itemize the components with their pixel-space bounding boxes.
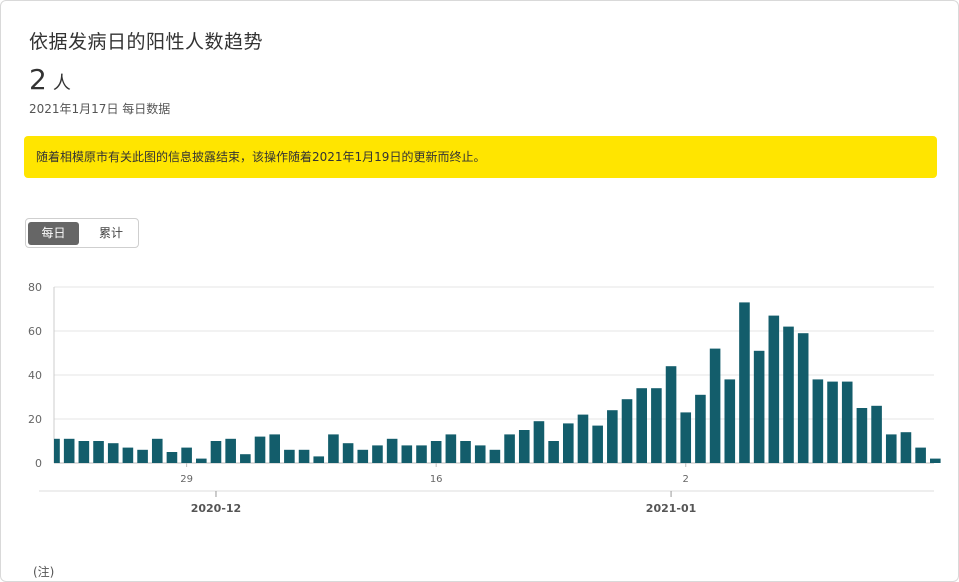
bar — [827, 381, 838, 463]
bar — [856, 408, 868, 463]
bar — [240, 454, 251, 463]
bar — [504, 434, 515, 463]
bar — [871, 405, 882, 463]
bar — [137, 449, 148, 463]
bar — [695, 394, 706, 463]
summary-number: 2 — [29, 63, 47, 96]
bar — [753, 350, 765, 463]
bar — [372, 445, 383, 463]
bar — [54, 438, 60, 463]
bar — [328, 434, 339, 463]
bar — [122, 447, 134, 463]
y-tick-label: 0 — [35, 457, 42, 470]
bar — [107, 443, 119, 463]
bar — [313, 456, 325, 463]
bar-chart: 0 20 40 60 80 29 16 2 2020-12 2021-01 — [28, 281, 941, 515]
bar — [592, 425, 603, 463]
daily-cumulative-toggle: 每日 累计 — [25, 218, 139, 248]
x-month-tick-label: 2020-12 — [191, 502, 242, 515]
x-day-tick-label: 2 — [683, 474, 689, 485]
bar — [445, 434, 457, 463]
y-tick-label: 20 — [28, 413, 42, 426]
summary-unit: 人 — [52, 73, 71, 94]
bar — [78, 441, 90, 463]
y-tick-label: 40 — [28, 369, 42, 382]
bar — [518, 430, 530, 463]
bar — [915, 447, 926, 463]
bar — [724, 379, 736, 463]
bar — [900, 432, 912, 463]
bar — [416, 445, 427, 463]
bar — [709, 348, 721, 463]
y-tick-label: 80 — [28, 281, 42, 294]
bar — [548, 441, 559, 463]
summary-date: 2021年1月17日 每日数据 — [29, 102, 171, 116]
bar — [812, 379, 824, 463]
bar — [621, 399, 633, 463]
bar — [166, 452, 178, 463]
cumulative-button[interactable]: 累计 — [98, 226, 123, 240]
bar — [93, 441, 104, 463]
bar — [607, 410, 618, 463]
y-tick-label: 60 — [28, 325, 42, 338]
x-day-tick-label: 29 — [180, 474, 193, 485]
bar — [930, 458, 941, 463]
bar — [63, 438, 75, 463]
bar — [269, 434, 280, 463]
card-title: 依据发病日的阳性人数趋势 — [29, 31, 264, 53]
bar — [181, 447, 192, 463]
bar — [768, 315, 780, 463]
bar — [401, 445, 413, 463]
daily-button[interactable]: 每日 — [28, 222, 79, 245]
bar — [563, 423, 574, 463]
bar — [386, 438, 398, 463]
bar — [474, 445, 486, 463]
bar — [739, 302, 750, 463]
bar — [210, 441, 222, 463]
bar — [460, 441, 471, 463]
bar — [783, 326, 794, 463]
bar — [489, 449, 501, 463]
bar — [357, 449, 369, 463]
bar — [284, 449, 295, 463]
bar — [533, 421, 545, 463]
bar — [254, 436, 266, 463]
bar — [225, 438, 236, 463]
bar — [151, 438, 163, 463]
notice-banner: 随着相模原市有关此图的信息披露结束，该操作随着2021年1月19日的更新而终止。 — [24, 136, 937, 178]
bar — [651, 388, 662, 463]
bar — [665, 366, 677, 463]
bar — [577, 414, 589, 463]
x-day-tick-label: 16 — [430, 474, 443, 485]
bar — [680, 412, 692, 463]
bar — [342, 443, 354, 463]
note-label: (注) — [33, 565, 55, 579]
bar — [298, 449, 310, 463]
bar — [196, 458, 207, 463]
bar — [636, 388, 647, 463]
bar — [885, 434, 897, 463]
bar — [841, 381, 853, 463]
x-month-tick-label: 2021-01 — [646, 502, 697, 515]
bar — [430, 441, 442, 463]
bar — [797, 333, 809, 463]
